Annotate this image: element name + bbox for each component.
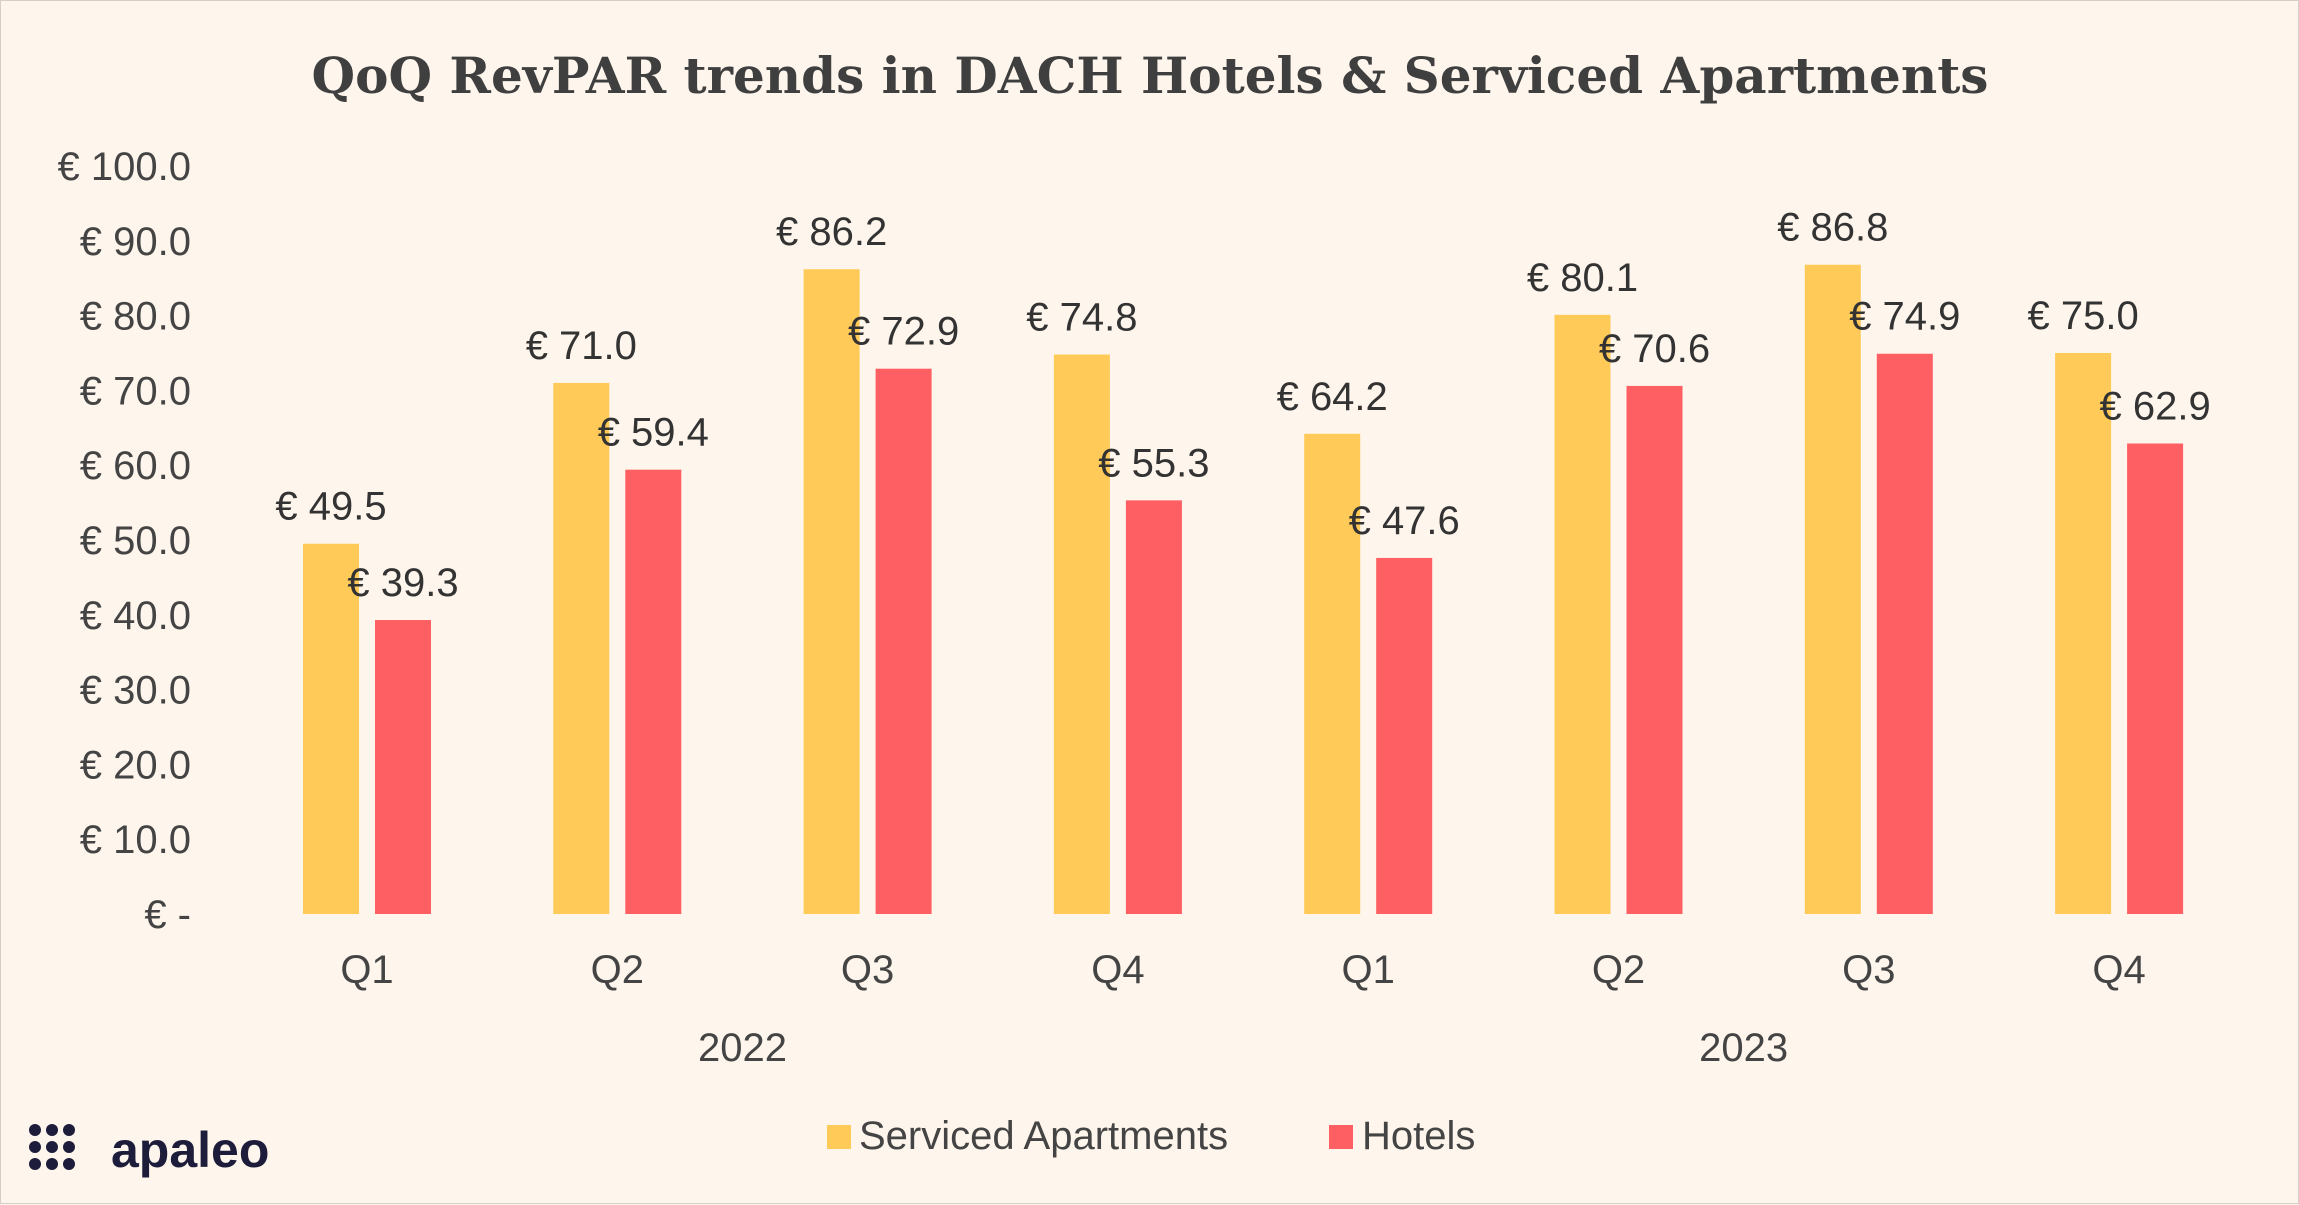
y-tick-label: € 40.0 <box>80 594 191 638</box>
bar-hotels <box>2127 443 2184 914</box>
x-tick-label: Q2 <box>1592 948 1645 992</box>
data-label: € 74.9 <box>1849 295 1960 339</box>
bar-serviced-apartments <box>2055 353 2112 914</box>
y-axis: € - € 10.0 € 20.0 € 30.0 € 40.0 € 50.0 € 60.0 €… <box>58 145 191 937</box>
bar-series <box>303 264 2184 915</box>
bar-serviced-apartments <box>1804 264 1861 915</box>
bar-serviced-apartments <box>303 543 359 914</box>
bar-serviced-apartments <box>1053 354 1110 915</box>
data-label: € 74.8 <box>1026 295 1137 339</box>
legend-label-serviced-apartments: Serviced Apartments <box>859 1114 1228 1158</box>
bar-serviced-apartments <box>1554 314 1611 914</box>
bar-hotels <box>1876 353 1933 914</box>
y-tick-label: € 90.0 <box>80 220 191 264</box>
data-label: € 49.5 <box>275 485 386 529</box>
data-labels: € 49.5 € 71.0 € 86.2 € 74.8 € 64.2 € 80.1 € 86… <box>275 206 2210 605</box>
bar-hotels <box>1125 500 1182 914</box>
x-group-label: 2023 <box>1699 1026 1788 1070</box>
x-tick-label: Q1 <box>1342 948 1395 992</box>
data-label: € 70.6 <box>1599 327 1710 371</box>
data-label: € 75.0 <box>2027 294 2138 338</box>
bar-hotels <box>875 368 932 914</box>
bar-hotels <box>1376 557 1433 914</box>
y-tick-label: € 50.0 <box>80 519 191 563</box>
y-tick-label: € 10.0 <box>80 818 191 862</box>
y-tick-label: € 30.0 <box>80 669 191 713</box>
data-label: € 64.2 <box>1277 375 1388 419</box>
chart-title: QoQ RevPAR trends in DACH Hotels & Servi… <box>312 46 1989 105</box>
x-tick-label: Q3 <box>841 948 894 992</box>
data-label: € 55.3 <box>1098 441 1209 485</box>
legend-swatch-serviced-apartments <box>827 1125 851 1149</box>
x-axis: Q1 Q2 Q3 Q4 Q1 Q2 Q3 Q4 2022 2023 <box>340 948 2145 1070</box>
y-tick-label: € - <box>144 893 191 937</box>
y-tick-label: € 100.0 <box>58 145 191 189</box>
y-tick-label: € 60.0 <box>80 444 191 488</box>
bar-serviced-apartments <box>553 382 610 914</box>
y-tick-label: € 20.0 <box>80 743 191 787</box>
legend-swatch-hotels <box>1329 1125 1353 1149</box>
x-tick-label: Q4 <box>1091 948 1144 992</box>
bar-hotels <box>625 469 682 914</box>
data-label: € 71.0 <box>526 324 637 368</box>
data-label: € 62.9 <box>2099 385 2210 429</box>
y-tick-label: € 70.0 <box>80 369 191 413</box>
x-tick-label: Q4 <box>2092 948 2145 992</box>
data-label: € 39.3 <box>347 561 458 605</box>
bar-hotels <box>375 620 431 914</box>
y-tick-label: € 80.0 <box>80 295 191 339</box>
bar-serviced-apartments <box>1304 433 1361 914</box>
data-label: € 86.2 <box>776 210 887 254</box>
legend-label-hotels: Hotels <box>1362 1114 1475 1158</box>
data-label: € 47.6 <box>1349 499 1460 543</box>
legend: Serviced Apartments Hotels <box>827 1114 1475 1158</box>
x-group-label: 2022 <box>698 1026 787 1070</box>
x-tick-label: Q3 <box>1842 948 1895 992</box>
x-tick-label: Q2 <box>591 948 644 992</box>
bar-hotels <box>1626 385 1683 914</box>
data-label: € 72.9 <box>848 310 959 354</box>
bar-serviced-apartments <box>803 269 860 914</box>
x-tick-label: Q1 <box>340 948 393 992</box>
data-label: € 59.4 <box>598 411 709 455</box>
dots-grid-icon <box>29 1124 75 1170</box>
brand-name: apaleo <box>111 1122 269 1178</box>
data-label: € 80.1 <box>1527 256 1638 300</box>
data-label: € 86.8 <box>1777 206 1888 250</box>
apaleo-logo: apaleo <box>29 1122 269 1178</box>
